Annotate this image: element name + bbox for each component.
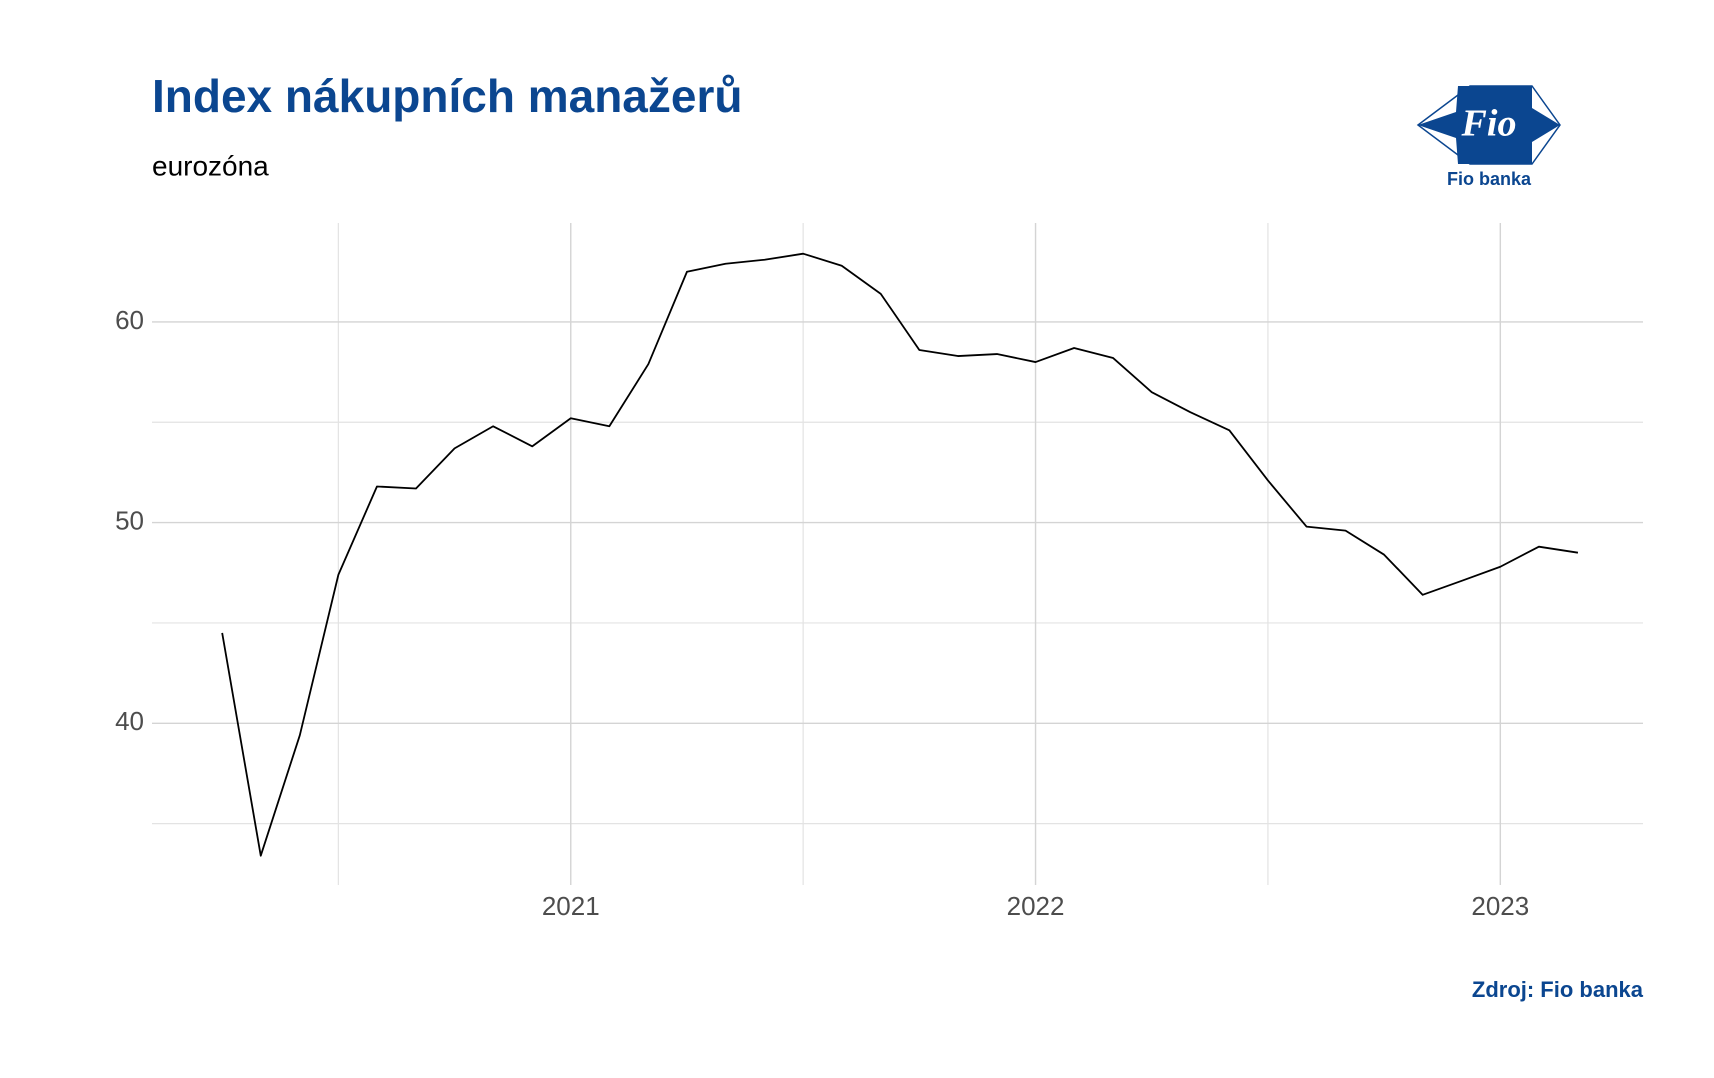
y-tick-label: 50 <box>115 505 144 535</box>
source-note: Zdroj: Fio banka <box>1472 977 1644 1002</box>
logo-shape <box>1418 86 1560 164</box>
chart-subtitle: eurozóna <box>152 150 269 181</box>
y-tick-label: 40 <box>115 706 144 736</box>
logo: Fio Fio banka <box>1416 85 1561 189</box>
chart-title: Index nákupních manažerů <box>152 70 742 122</box>
x-tick-label: 2021 <box>542 891 600 921</box>
logo-mark: Fio <box>1461 103 1517 145</box>
line <box>221 252 1579 857</box>
logo-caption: Fio banka <box>1447 169 1532 189</box>
x-tick-label: 2022 <box>1007 891 1065 921</box>
y-tick-label: 60 <box>115 305 144 335</box>
x-tick-label: 2023 <box>1471 891 1529 921</box>
grid <box>152 223 1643 885</box>
